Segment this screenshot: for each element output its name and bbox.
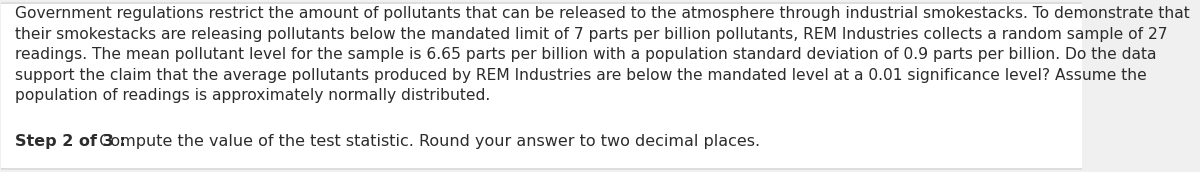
Text: Step 2 of 3 :: Step 2 of 3 : xyxy=(16,134,126,149)
Text: Compute the value of the test statistic. Round your answer to two decimal places: Compute the value of the test statistic.… xyxy=(89,134,760,149)
Text: Government regulations restrict the amount of pollutants that can be released to: Government regulations restrict the amou… xyxy=(16,7,1190,103)
FancyBboxPatch shape xyxy=(0,3,1088,169)
